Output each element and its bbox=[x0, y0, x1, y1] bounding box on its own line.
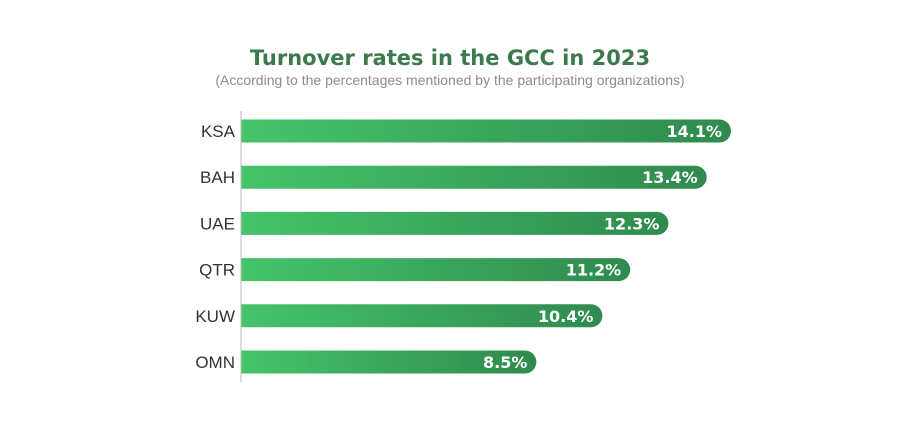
bar-qtr bbox=[241, 258, 631, 282]
category-label-bah: BAH bbox=[200, 168, 235, 187]
category-labels-group: KSA BAH UAE QTR KUW OMN bbox=[195, 122, 235, 372]
bar-kuw bbox=[241, 304, 603, 328]
value-label-omn: 8.5% bbox=[483, 353, 527, 372]
chart-subtitle: (According to the percentages mentioned … bbox=[215, 72, 685, 88]
value-label-kuw: 10.4% bbox=[538, 307, 594, 326]
bar-bah bbox=[241, 165, 707, 189]
value-label-qtr: 11.2% bbox=[566, 261, 622, 280]
value-label-bah: 13.4% bbox=[642, 168, 698, 187]
bar-ksa bbox=[241, 119, 731, 143]
chart-title: Turnover rates in the GCC in 2023 bbox=[249, 46, 651, 70]
category-label-uae: UAE bbox=[200, 214, 235, 233]
value-label-ksa: 14.1% bbox=[666, 122, 722, 141]
bars-group: 14.1% 13.4% 12.3% 11.2% 10.4% 8.5% bbox=[241, 119, 731, 374]
bar-uae bbox=[241, 211, 669, 235]
category-label-ksa: KSA bbox=[201, 122, 236, 141]
category-label-qtr: QTR bbox=[199, 261, 235, 280]
value-label-uae: 12.3% bbox=[604, 214, 660, 233]
category-label-omn: OMN bbox=[195, 353, 235, 372]
category-label-kuw: KUW bbox=[195, 307, 235, 326]
bar-omn bbox=[241, 350, 537, 374]
